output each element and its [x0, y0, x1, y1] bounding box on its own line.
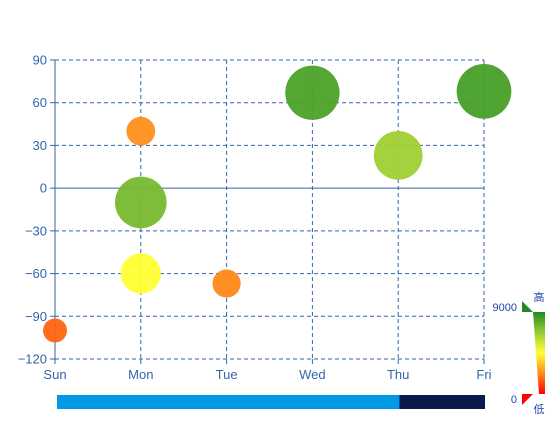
data-point[interactable]	[456, 63, 512, 119]
x-tick-label: Sun	[43, 367, 66, 382]
data-point[interactable]	[373, 131, 423, 180]
visual-map-handle-top[interactable]	[522, 301, 533, 312]
data-zoom-slider[interactable]	[57, 395, 485, 409]
y-tick-label: 30	[33, 138, 47, 153]
visual-map-legend[interactable]: 高 9000 0 低	[493, 290, 545, 416]
data-point[interactable]	[114, 176, 167, 229]
visual-map-max-label: 9000	[493, 302, 517, 314]
data-point[interactable]	[285, 65, 340, 120]
y-tick-label: −30	[25, 223, 47, 238]
visual-map-high-text: 高	[534, 290, 545, 304]
y-tick-label: −120	[18, 352, 47, 367]
visual-map-min-label: 0	[511, 394, 517, 406]
y-tick-label: 0	[40, 181, 47, 196]
data-point[interactable]	[120, 253, 161, 294]
data-point[interactable]	[126, 116, 156, 146]
x-tick-label: Tue	[216, 367, 238, 382]
x-tick-label: Wed	[299, 367, 326, 382]
y-tick-label: 90	[33, 53, 47, 68]
y-tick-label: −60	[25, 266, 47, 281]
x-tick-label: Fri	[476, 367, 491, 382]
data-point[interactable]	[212, 269, 241, 298]
x-tick-label: Mon	[128, 367, 153, 382]
x-tick-label: Thu	[387, 367, 409, 382]
data-zoom-selected-range[interactable]	[57, 395, 400, 409]
visual-map-handle-bottom[interactable]	[522, 394, 533, 405]
visual-map-low-text: 低	[534, 403, 545, 416]
y-tick-label: −90	[25, 309, 47, 324]
visual-map-gradient-bar	[533, 312, 545, 394]
data-point[interactable]	[43, 318, 67, 343]
y-tick-label: 60	[33, 95, 47, 110]
points-layer	[43, 63, 512, 343]
